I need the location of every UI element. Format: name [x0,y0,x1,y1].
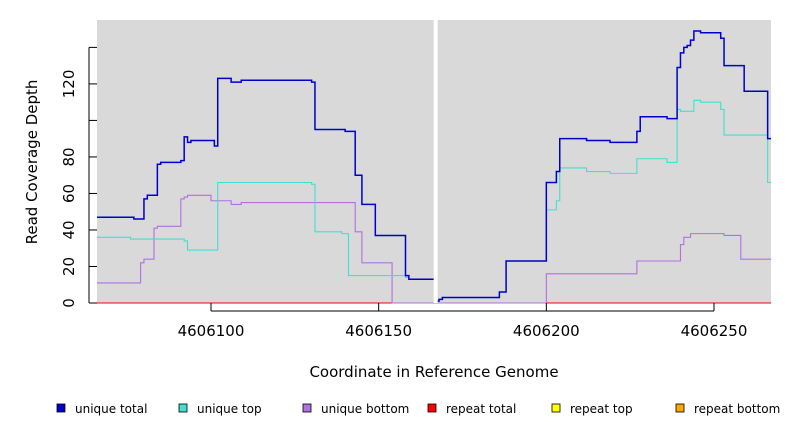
y-tick-label-40: 40 [60,220,78,239]
legend: unique total unique top unique bottom repea… [56,402,780,416]
series-line-unique-bottom [97,194,771,304]
y-tick-label-120: 120 [60,70,78,99]
x-tick-label-4606200: 4606200 [513,322,580,340]
y-tick-label-20: 20 [60,257,78,276]
legend-swatch-repeat-bottom [675,403,685,413]
x-tick-label-4606250: 4606250 [681,322,748,340]
legend-label-repeat-bottom: repeat bottom [694,402,780,416]
y-tick-label-80: 80 [60,147,78,166]
legend-swatch-unique-bottom [302,403,312,413]
y-tick-label-60: 60 [60,184,78,203]
legend-label-repeat-total: repeat total [446,402,516,416]
series-line-unique-total [97,30,771,302]
x-tick-label-4606100: 4606100 [178,322,245,340]
legend-label-unique-bottom: unique bottom [321,402,409,416]
legend-swatch-repeat-total [427,403,437,413]
legend-label-unique-total: unique total [75,402,147,416]
axes-layer: 0 20 40 60 80 120 4606100 4606150 4606200 4606250 [60,46,748,340]
gap-marker [433,20,438,303]
y-tick-label-0: 0 [60,298,78,308]
x-axis-label: Coordinate in Reference Genome [309,363,558,381]
legend-swatch-repeat-top [551,403,561,413]
x-tick-label-4606150: 4606150 [345,322,412,340]
legend-label-repeat-top: repeat top [570,402,633,416]
legend-label-unique-top: unique top [197,402,262,416]
legend-swatch-unique-total [56,403,66,413]
legend-swatch-unique-top [178,403,188,413]
y-axis-label: Read Coverage Depth [23,80,41,245]
